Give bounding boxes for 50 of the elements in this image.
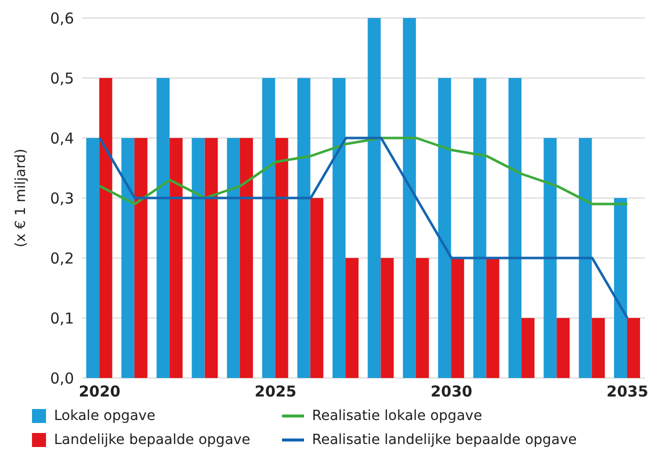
bar: [508, 78, 522, 378]
bar: [416, 258, 429, 378]
bar: [297, 78, 310, 378]
bar: [451, 258, 464, 378]
bar: [521, 318, 534, 378]
bar: [134, 138, 148, 378]
bar: [192, 138, 205, 378]
bar: [226, 138, 240, 378]
bar: [486, 258, 500, 378]
y-tick-label: 0,5: [50, 69, 74, 88]
bar: [592, 318, 605, 378]
bar: [627, 318, 640, 378]
bar: [170, 138, 183, 378]
y-tick-label: 0,6: [50, 9, 74, 28]
bar: [544, 138, 557, 378]
bar: [310, 198, 324, 378]
bar: [121, 138, 134, 378]
y-tick-label: 0,4: [50, 129, 74, 148]
x-tick-label: 2025: [254, 382, 296, 401]
legend-label: Landelijke bepaalde opgave: [54, 432, 250, 448]
line-series: [98, 136, 629, 320]
bar: [346, 258, 359, 378]
bar: [275, 138, 288, 378]
bar: [578, 138, 592, 378]
bar: [204, 138, 218, 378]
x-tick-label: 2035: [606, 382, 648, 401]
bar: [614, 198, 628, 378]
bar: [368, 18, 381, 378]
line-series: [98, 136, 629, 206]
x-tick-label: 2030: [430, 382, 472, 401]
bar: [262, 78, 276, 378]
bar: [402, 18, 416, 378]
y-tick-label: 0,0: [50, 369, 74, 388]
bar: [380, 258, 394, 378]
bar: [438, 78, 452, 378]
bar: [240, 138, 253, 378]
bar: [556, 318, 570, 378]
legend-label: Lokale opgave: [54, 408, 156, 424]
y-tick-label: 0,1: [50, 309, 74, 328]
bar: [332, 78, 346, 378]
bar: [156, 78, 170, 378]
y-tick-label: 0,2: [50, 249, 74, 268]
legend-label: Realisatie landelijke bepaalde opgave: [312, 432, 577, 448]
bar: [99, 78, 112, 378]
bar: [473, 78, 486, 378]
legend-label: Realisatie lokale opgave: [312, 408, 482, 424]
y-tick-label: 0,3: [50, 189, 74, 208]
x-tick-label: 2020: [78, 382, 120, 401]
y-axis-title: (x € 1 miljard): [12, 148, 29, 248]
bar: [86, 138, 100, 378]
